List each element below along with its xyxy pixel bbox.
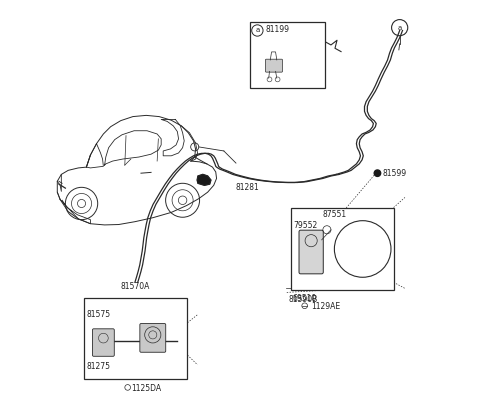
Text: a: a: [255, 28, 260, 33]
Text: 1129AE: 1129AE: [311, 302, 340, 311]
Text: 1125DA: 1125DA: [131, 384, 161, 393]
Text: 81599: 81599: [382, 168, 407, 178]
Bar: [290, 208, 394, 291]
Text: 81575: 81575: [86, 310, 110, 319]
Text: 81275: 81275: [86, 362, 110, 371]
Text: 79552: 79552: [294, 221, 318, 230]
Text: 81199: 81199: [265, 25, 289, 34]
FancyBboxPatch shape: [140, 324, 166, 352]
Text: 69510: 69510: [292, 294, 317, 303]
Text: a: a: [397, 25, 402, 31]
FancyBboxPatch shape: [93, 329, 114, 356]
Polygon shape: [197, 174, 211, 185]
Bar: [250, 22, 325, 88]
Text: 81570A: 81570A: [120, 282, 150, 291]
Bar: [84, 298, 188, 379]
Text: 81281: 81281: [235, 183, 259, 192]
Text: 81590B: 81590B: [288, 295, 318, 304]
FancyBboxPatch shape: [299, 230, 323, 274]
Text: 87551: 87551: [323, 210, 347, 219]
Circle shape: [374, 170, 381, 176]
FancyBboxPatch shape: [265, 59, 282, 72]
